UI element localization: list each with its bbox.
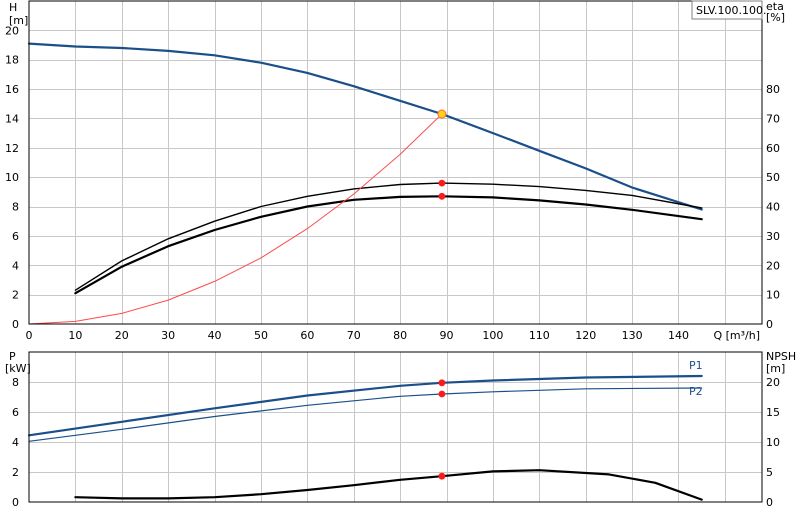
eta-curve [74,195,703,295]
power-axis-label: P [9,350,16,363]
power-tick-labels: 0 2 4 6 8 0 5 10 15 20 [12,376,780,509]
performance-right-tick-label: 40 [766,201,780,214]
power-axis-unit: [kW] [5,362,31,375]
performance-left-tick-label: 20 [5,24,19,37]
performance-frame [28,0,763,325]
performance-tick-labels: 0 2 4 6 8 10 12 14 16 18 20 0 10 20 30 40 50 60 70 80 0 10 20 3… [5,24,780,342]
power-duty-points [438,379,446,480]
performance-left-tick-label: 4 [12,259,19,272]
performance-right-tick-label: 80 [766,83,780,96]
power-right-tick-label: 20 [766,376,780,389]
flow-tick-label: 130 [622,329,643,342]
flow-tick-label: 100 [482,329,503,342]
duty-eta-point [438,192,446,200]
flow-tick-label: 90 [440,329,454,342]
duty-npsh-point [438,472,446,480]
performance-right-tick-label: 20 [766,259,780,272]
flow-tick-label: 80 [393,329,407,342]
flow-tick-label: 110 [529,329,550,342]
power-series [27,374,703,501]
performance-left-tick-label: 14 [5,112,19,125]
performance-series [27,42,703,325]
eta-axis-unit: [%] [766,11,785,24]
power-right-tick-label: 0 [766,496,773,509]
flow-tick-label: 10 [68,329,82,342]
performance-right-tick-label: 10 [766,289,780,302]
power-right-tick-label: 10 [766,436,780,449]
flow-tick-label: 50 [254,329,268,342]
power-frame [28,351,763,503]
duty-eta-upper-point [438,179,446,187]
head-curve [27,42,703,211]
performance-duty-points [437,109,447,200]
power-left-tick-label: 6 [12,406,19,419]
model-label-box: SLV.100.100. [691,0,767,20]
p2-series-label: P2 [689,385,703,398]
performance-left-tick-label: 18 [5,54,19,67]
head-axis-unit: [m] [9,14,28,27]
duty-head-point [437,109,447,119]
performance-right-tick-label: 50 [766,171,780,184]
performance-grid [29,1,762,324]
duty-p1-point [438,379,446,387]
npsh-axis-unit: [m] [766,362,785,375]
flow-tick-label: 0 [26,329,33,342]
flow-tick-label: 30 [161,329,175,342]
power-panel: 0 2 4 6 8 0 5 10 15 20 P [kW] NPSH [m] P1 P2 [5,350,796,509]
performance-panel: 0 2 4 6 8 10 12 14 16 18 20 0 10 20 30 40 50 60 70 80 0 10 20 3… [5,0,785,342]
npsh-axis-label: NPSH [766,350,796,363]
flow-tick-label: 70 [347,329,361,342]
performance-left-tick-label: 0 [12,318,19,331]
p2-curve [28,387,703,442]
model-label-frame [691,0,763,20]
model-label: SLV.100.100. [696,4,767,17]
duty-p2-point [438,390,446,398]
performance-right-tick-label: 60 [766,142,780,155]
performance-left-tick-label: 12 [5,142,19,155]
power-left-tick-label: 4 [12,436,19,449]
performance-left-tick-label: 8 [12,201,19,214]
head-axis-label: H [9,1,17,14]
flow-tick-label: 120 [575,329,596,342]
flow-axis-label: Q [m³/h] [713,329,760,342]
flow-tick-label: 40 [208,329,222,342]
flow-tick-label: 20 [115,329,129,342]
performance-right-tick-label: 0 [766,318,773,331]
system-curve [28,113,443,325]
performance-left-tick-label: 2 [12,289,19,302]
power-left-tick-label: 0 [12,496,19,509]
flow-tick-label: 140 [668,329,689,342]
performance-left-tick-label: 6 [12,230,19,243]
performance-left-tick-label: 16 [5,83,19,96]
performance-right-tick-label: 70 [766,112,780,125]
npsh-curve [74,469,703,501]
power-left-tick-label: 8 [12,376,19,389]
power-right-tick-label: 15 [766,406,780,419]
performance-left-tick-label: 10 [5,171,19,184]
power-left-tick-label: 2 [12,466,19,479]
performance-right-tick-label: 30 [766,230,780,243]
flow-tick-label: 60 [300,329,314,342]
eta-axis-label: eta [766,0,784,13]
p1-series-label: P1 [689,359,703,372]
power-right-tick-label: 5 [766,466,773,479]
p1-curve [27,374,703,437]
eta_upper-curve [74,182,703,291]
